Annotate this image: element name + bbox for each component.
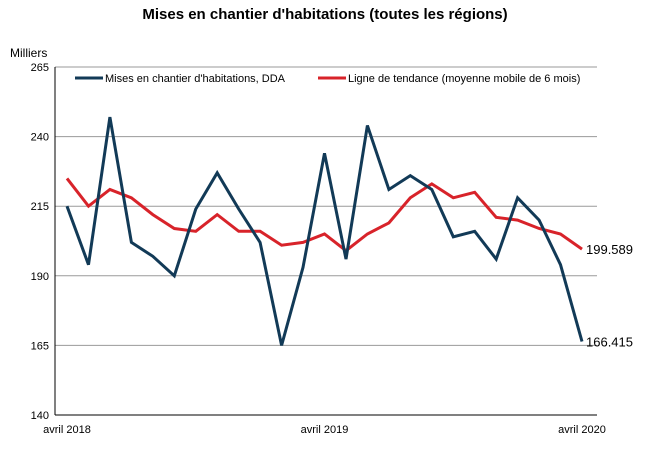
legend-label: Mises en chantier d'habitations, DDA: [105, 73, 286, 85]
chart-title: Mises en chantier d'habitations (toutes …: [142, 6, 507, 23]
axes: [54, 67, 597, 416]
series-line-1: [65, 177, 583, 253]
y-tick-label: 190: [31, 271, 49, 283]
y-tick-label: 265: [31, 62, 49, 74]
end-value-label: 199.589: [586, 242, 633, 257]
y-tick-label: 165: [31, 340, 49, 352]
end-value-labels: 166.415 199.589: [586, 242, 633, 349]
y-tick-labels: 140 165 190 215 240 265: [31, 62, 49, 422]
y-tick-label: 140: [31, 410, 49, 422]
x-tick-labels: avril 2018 avril 2019 avril 2020: [43, 424, 606, 436]
legend: Mises en chantier d'habitations, DDA Lign…: [75, 73, 580, 85]
y-tick-label: 240: [31, 132, 49, 144]
gridlines: [55, 66, 597, 416]
y-axis-unit-label: Milliers: [10, 46, 47, 60]
x-tick-label: avril 2019: [301, 424, 349, 436]
y-tick-label: 215: [31, 201, 49, 213]
series-line-0: [65, 116, 584, 346]
legend-label: Ligne de tendance (moyenne mobile de 6 m…: [348, 73, 580, 85]
x-tick-label: avril 2018: [43, 424, 91, 436]
end-value-label: 166.415: [586, 334, 633, 349]
x-tick-label: avril 2020: [558, 424, 606, 436]
series-lines: [65, 116, 584, 346]
